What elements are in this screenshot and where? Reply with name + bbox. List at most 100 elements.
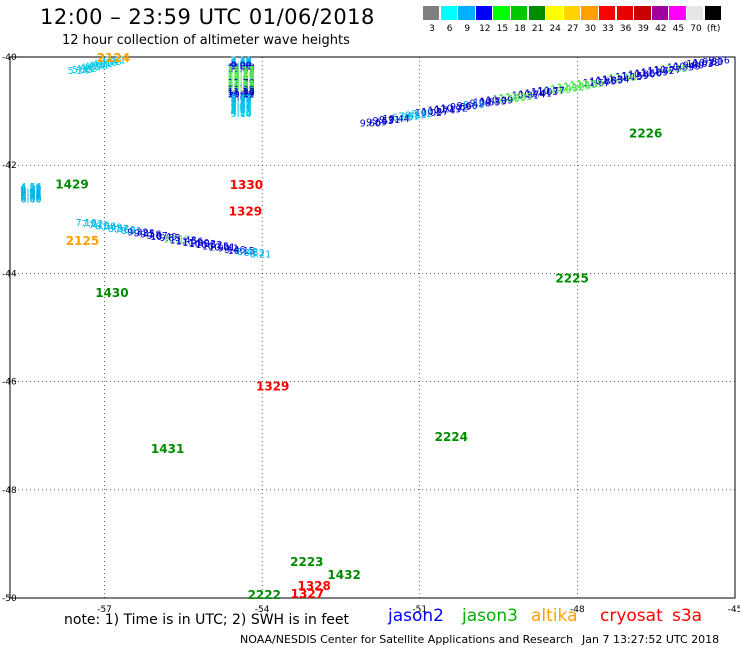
swh-value: 5.41: [231, 103, 252, 114]
lat-tick-label: -48: [2, 486, 17, 496]
swh-value: 12.36: [609, 73, 636, 84]
swh-value: 12.26: [492, 94, 519, 105]
pass-label: 2226: [629, 127, 662, 141]
swh-value: 4.85: [80, 63, 101, 74]
swh-value: 4.82: [76, 64, 97, 75]
footer-credit: NOAA/NESDIS Center for Satellite Applica…: [240, 633, 574, 646]
swh-value: 11.13: [615, 72, 642, 83]
swh-value: 8.52: [244, 248, 265, 259]
legend-swatch: [546, 6, 563, 20]
swh-value: 5.23: [231, 99, 252, 110]
swh-value: 12.80: [544, 85, 571, 96]
swh-value: 11.67: [583, 78, 610, 89]
swh-value: 9.88: [231, 62, 252, 73]
swh-value: 11.79: [228, 78, 255, 89]
lat-tick-label: -42: [2, 161, 17, 171]
satellite-s3a: s3a: [672, 606, 703, 626]
swh-value: 12.47: [228, 71, 255, 82]
swh-value: 10.77: [538, 86, 565, 97]
lon-tick-label: -57: [97, 605, 112, 615]
legend-label: 70: [690, 24, 702, 34]
swh-value: 10.37: [421, 107, 448, 118]
swh-value: 11.50: [635, 68, 662, 79]
legend-label: 27: [567, 24, 579, 34]
map-border: [9, 56, 736, 599]
swh-value: 10.18: [693, 58, 720, 69]
swh-value: 9.60: [360, 119, 381, 130]
legend-swatch: [563, 6, 581, 20]
legend-swatch: [669, 6, 686, 20]
swh-value: 9.83: [702, 57, 723, 68]
swh-value: 7.10: [89, 220, 110, 231]
legend-swatch: [493, 6, 510, 20]
swh-value: 11.72: [647, 66, 674, 77]
legend-label: 39: [637, 24, 649, 34]
swh-value: 6.69: [20, 192, 41, 203]
swh-value: 6.36: [20, 193, 41, 204]
swh-value: 10.53: [473, 98, 500, 109]
swh-value: 10.02: [415, 108, 442, 119]
swh-value: 9.88: [231, 91, 252, 102]
swh-value: 8.17: [231, 94, 252, 105]
swh-value: 4.95: [20, 183, 41, 194]
swh-value: 8.37: [108, 224, 129, 235]
swh-value: 10.09: [486, 95, 513, 106]
pass-label: 2224: [435, 430, 468, 444]
swh-value: 12.28: [563, 81, 590, 92]
swh-value: 10.15: [202, 241, 229, 252]
swh-value: 8.48: [463, 100, 484, 111]
swh-value: 11.33: [228, 87, 255, 98]
pass-label: 1329: [229, 205, 262, 219]
swh-value: 9.87: [147, 231, 168, 242]
swh-value: 10.74: [518, 89, 545, 100]
pass-label: 1430: [95, 286, 128, 300]
swh-value: 8.51: [121, 226, 142, 237]
legend-label: 24: [549, 24, 561, 34]
swh-value: 9.09: [231, 60, 252, 71]
swh-value: 13.46: [228, 82, 255, 93]
legend-swatch: [528, 6, 545, 20]
swh-value: 9.46: [224, 245, 245, 256]
swh-value: 10.03: [686, 59, 713, 70]
satellite-jason3: jason3: [462, 606, 518, 626]
swh-value: 11.03: [531, 87, 558, 98]
swh-value: 7.83: [20, 190, 41, 201]
legend-swatch: [616, 6, 633, 20]
swh-value: 6.21: [231, 96, 252, 107]
swh-value: 7.12: [82, 219, 103, 230]
legend-swatch: [440, 6, 457, 20]
pass-label: 1327: [291, 587, 324, 601]
swh-value: 7.49: [101, 223, 122, 234]
swh-value: 9.83: [160, 233, 181, 244]
lon-tick-label: -51: [412, 605, 427, 615]
swh-value: 8.21: [250, 249, 271, 260]
legend-swatch: [651, 6, 669, 20]
swh-value: 4.85: [20, 184, 41, 195]
swh-value: 10.33: [189, 239, 216, 250]
swh-value: 10.74: [428, 106, 455, 117]
swh-value: 11.43: [170, 235, 197, 246]
swh-value: 11.59: [622, 71, 649, 82]
swh-value: 13.24: [228, 70, 255, 81]
legend-label: 45: [672, 24, 685, 34]
legend-label: 42: [655, 24, 667, 34]
swh-value: 10.80: [628, 70, 655, 81]
swh-value: 10.15: [228, 246, 255, 257]
legend-label: 30: [584, 24, 597, 34]
swh-value: 10.72: [441, 103, 468, 114]
legend-swatch: [634, 6, 651, 20]
swh-value: 11.19: [434, 105, 461, 116]
legend-swatch: [704, 6, 721, 20]
swh-value: 14.05: [228, 80, 255, 91]
pass-label: 1432: [327, 568, 360, 582]
swh-value: 11.89: [228, 64, 255, 75]
legend-label: 36: [619, 24, 632, 34]
swh-value: 4.51: [88, 60, 109, 71]
swh-value: 6.91: [20, 188, 41, 199]
axis-ticks: -57 -54 -51 -48 -45 -40 -42 -44 -46 -48 -50: [2, 53, 740, 615]
swh-value: 12.83: [228, 77, 255, 88]
legend-swatch: [475, 6, 493, 20]
lon-tick-label: -54: [255, 605, 270, 615]
swh-value: 10.81: [512, 91, 539, 102]
